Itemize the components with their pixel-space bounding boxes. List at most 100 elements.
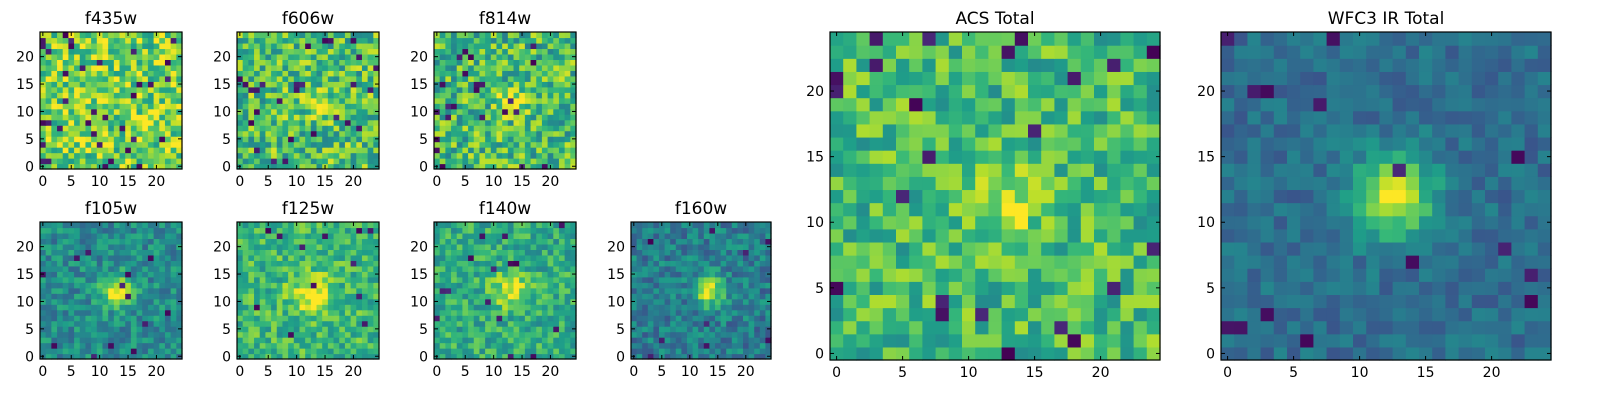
heatmap-cell [570, 152, 577, 159]
heatmap-cell [445, 348, 452, 355]
heatmap-cell [445, 326, 452, 333]
heatmap-cell [108, 222, 115, 229]
heatmap-cell [254, 130, 261, 137]
heatmap-cell [513, 119, 520, 126]
heatmap-cell [451, 232, 458, 240]
heatmap-cell [259, 254, 266, 261]
heatmap-cell [74, 70, 81, 77]
heatmap-cell [519, 254, 526, 261]
heatmap-cell [85, 249, 92, 256]
heatmap-cell [558, 254, 566, 261]
heatmap-cell [659, 293, 666, 300]
heatmap-cell [361, 130, 369, 137]
heatmap-cell [502, 348, 509, 355]
heatmap-cell [265, 315, 272, 322]
heatmap-cell [962, 241, 976, 256]
heatmap-cell [456, 304, 463, 311]
heatmap-cell [1133, 268, 1148, 282]
heatmap-cell [502, 320, 509, 327]
heatmap-cell [305, 53, 312, 60]
heatmap-cell [322, 53, 329, 60]
heatmap-cell [322, 125, 329, 132]
heatmap-cell [316, 70, 323, 77]
heatmap-cell [79, 163, 87, 170]
heatmap-cell [462, 293, 469, 300]
heatmap-cell [356, 92, 363, 99]
heatmap-cell [759, 309, 766, 316]
heatmap-cell [530, 130, 537, 137]
heatmap-cell [333, 232, 340, 240]
heatmap-cell [164, 265, 172, 272]
heatmap-cell [282, 147, 289, 154]
heatmap-cell [254, 97, 261, 104]
panel-title: f606w [282, 9, 334, 29]
heatmap-cell [1120, 346, 1135, 361]
heatmap-cell [373, 130, 380, 137]
heatmap-cell [108, 348, 115, 355]
heatmap-cell [327, 59, 335, 66]
heatmap-cell [164, 37, 172, 44]
heatmap-cell [530, 260, 537, 267]
heatmap-cell [496, 222, 503, 229]
heatmap-cell [344, 298, 352, 305]
y-tick-label: 5 [222, 322, 231, 338]
heatmap-cell [147, 353, 155, 360]
heatmap-cell [743, 254, 750, 261]
heatmap-cell [96, 81, 104, 88]
heatmap-cell [254, 86, 261, 93]
heatmap-cell [259, 163, 266, 170]
heatmap-cell [242, 276, 249, 283]
heatmap-cell [344, 158, 352, 165]
heatmap-cell [248, 326, 255, 333]
heatmap-cell [513, 342, 520, 349]
heatmap-cell [119, 32, 126, 39]
heatmap-cell [709, 249, 716, 256]
heatmap-cell [524, 136, 532, 143]
heatmap-cell [102, 92, 109, 99]
heatmap-cell [570, 141, 577, 148]
heatmap-cell [664, 222, 671, 229]
heatmap-cell [62, 320, 69, 327]
heatmap-cell [553, 243, 560, 250]
heatmap-cell [299, 119, 306, 126]
heatmap-cell [40, 86, 47, 93]
heatmap-cell [57, 103, 64, 110]
heatmap-cell [462, 320, 469, 327]
heatmap-cell [40, 238, 47, 245]
heatmap-cell [282, 75, 289, 82]
heatmap-cell [445, 103, 452, 110]
heatmap-cell [541, 227, 549, 234]
heatmap-cell [79, 32, 87, 39]
heatmap-cell [675, 298, 682, 305]
heatmap-cell [367, 331, 374, 338]
heatmap-cell [642, 304, 649, 311]
heatmap-cell [339, 315, 346, 322]
heatmap-cell [434, 37, 441, 44]
heatmap-cell [57, 70, 64, 77]
heatmap-cell [367, 353, 374, 360]
heatmap-cell [102, 48, 109, 55]
heatmap-cell [344, 353, 352, 360]
heatmap-cell [692, 249, 699, 256]
heatmap-cell [445, 282, 452, 289]
heatmap-cell [350, 271, 357, 278]
heatmap-cell [558, 271, 566, 278]
heatmap-cell [935, 150, 950, 164]
heatmap-cell [299, 141, 306, 148]
heatmap-cell [456, 163, 463, 170]
heatmap-cell [485, 276, 492, 283]
heatmap-cell [1067, 215, 1082, 230]
heatmap-cell [896, 346, 910, 361]
heatmap-cell [445, 276, 452, 283]
heatmap-cell [759, 326, 766, 333]
heatmap-cell [1080, 268, 1095, 282]
heatmap-cell [524, 249, 532, 256]
heatmap-cell [344, 119, 352, 126]
heatmap-cell [373, 315, 380, 322]
heatmap-cell [339, 103, 346, 110]
heatmap-cell [485, 59, 492, 66]
heatmap-cell [675, 232, 682, 240]
heatmap-cell [147, 136, 155, 143]
heatmap-cell [119, 42, 126, 50]
heatmap-cell [456, 136, 463, 143]
